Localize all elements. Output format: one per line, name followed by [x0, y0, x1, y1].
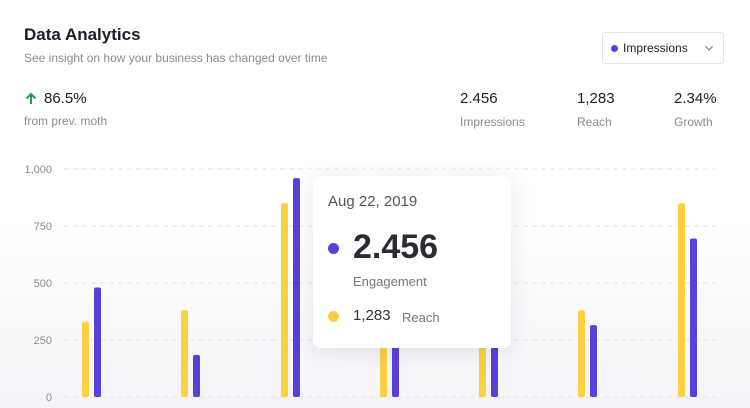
page-subtitle: See insight on how your business has cha… [24, 51, 328, 65]
kpi-label: Impressions [460, 115, 525, 129]
reach-bar[interactable] [181, 310, 188, 397]
reach-dot [328, 311, 339, 322]
reach-bar[interactable] [82, 321, 89, 397]
kpi-value: 2.456 [460, 90, 498, 107]
metric-dropdown-label: Impressions [623, 41, 688, 55]
impressions-bar[interactable] [293, 178, 300, 397]
page-title: Data Analytics [24, 25, 141, 44]
metric-dropdown[interactable]: Impressions [602, 32, 724, 64]
chevron-down-icon [705, 46, 713, 51]
impressions-bar[interactable] [690, 238, 697, 397]
metric-color-dot [611, 44, 618, 52]
impressions-bar[interactable] [392, 342, 399, 397]
tooltip-engagement-label: Engagement [353, 274, 427, 289]
engagement-dot [328, 243, 339, 254]
chart-tooltip: Aug 22, 2019 2.456 Engagement 1,283 Reac… [313, 176, 511, 348]
kpi-impressions: 2.456 Impressions [460, 90, 525, 129]
impressions-bar[interactable] [590, 325, 597, 397]
reach-bar[interactable] [578, 310, 585, 397]
reach-bar[interactable] [678, 203, 685, 397]
kpi-label: Reach [577, 115, 612, 129]
impressions-bar[interactable] [94, 287, 101, 397]
change-label: from prev. moth [24, 114, 108, 128]
y-tick-label: 750 [34, 221, 52, 233]
reach-bar[interactable] [281, 203, 288, 397]
impressions-bar[interactable] [491, 337, 498, 397]
y-tick-label: 250 [34, 335, 52, 347]
impressions-bar[interactable] [193, 354, 200, 397]
kpi-label: Growth [674, 115, 713, 129]
tooltip-engagement-value: 2.456 [353, 228, 439, 266]
y-tick-label: 0 [46, 392, 52, 404]
tooltip-date: Aug 22, 2019 [328, 193, 418, 210]
tooltip-reach-label: Reach [402, 310, 440, 325]
y-tick-label: 1,000 [24, 164, 52, 176]
kpi-growth: 2.34% Growth [674, 90, 717, 129]
change-stat: 86.5% [24, 90, 87, 107]
kpi-value: 1,283 [577, 90, 615, 107]
y-tick-label: 500 [34, 278, 52, 290]
arrow-up-icon [25, 92, 37, 104]
change-value: 86.5% [44, 90, 87, 107]
tooltip-reach-value: 1,283 [353, 307, 391, 324]
kpi-value: 2.34% [674, 90, 717, 107]
kpi-reach: 1,283 Reach [577, 90, 615, 129]
